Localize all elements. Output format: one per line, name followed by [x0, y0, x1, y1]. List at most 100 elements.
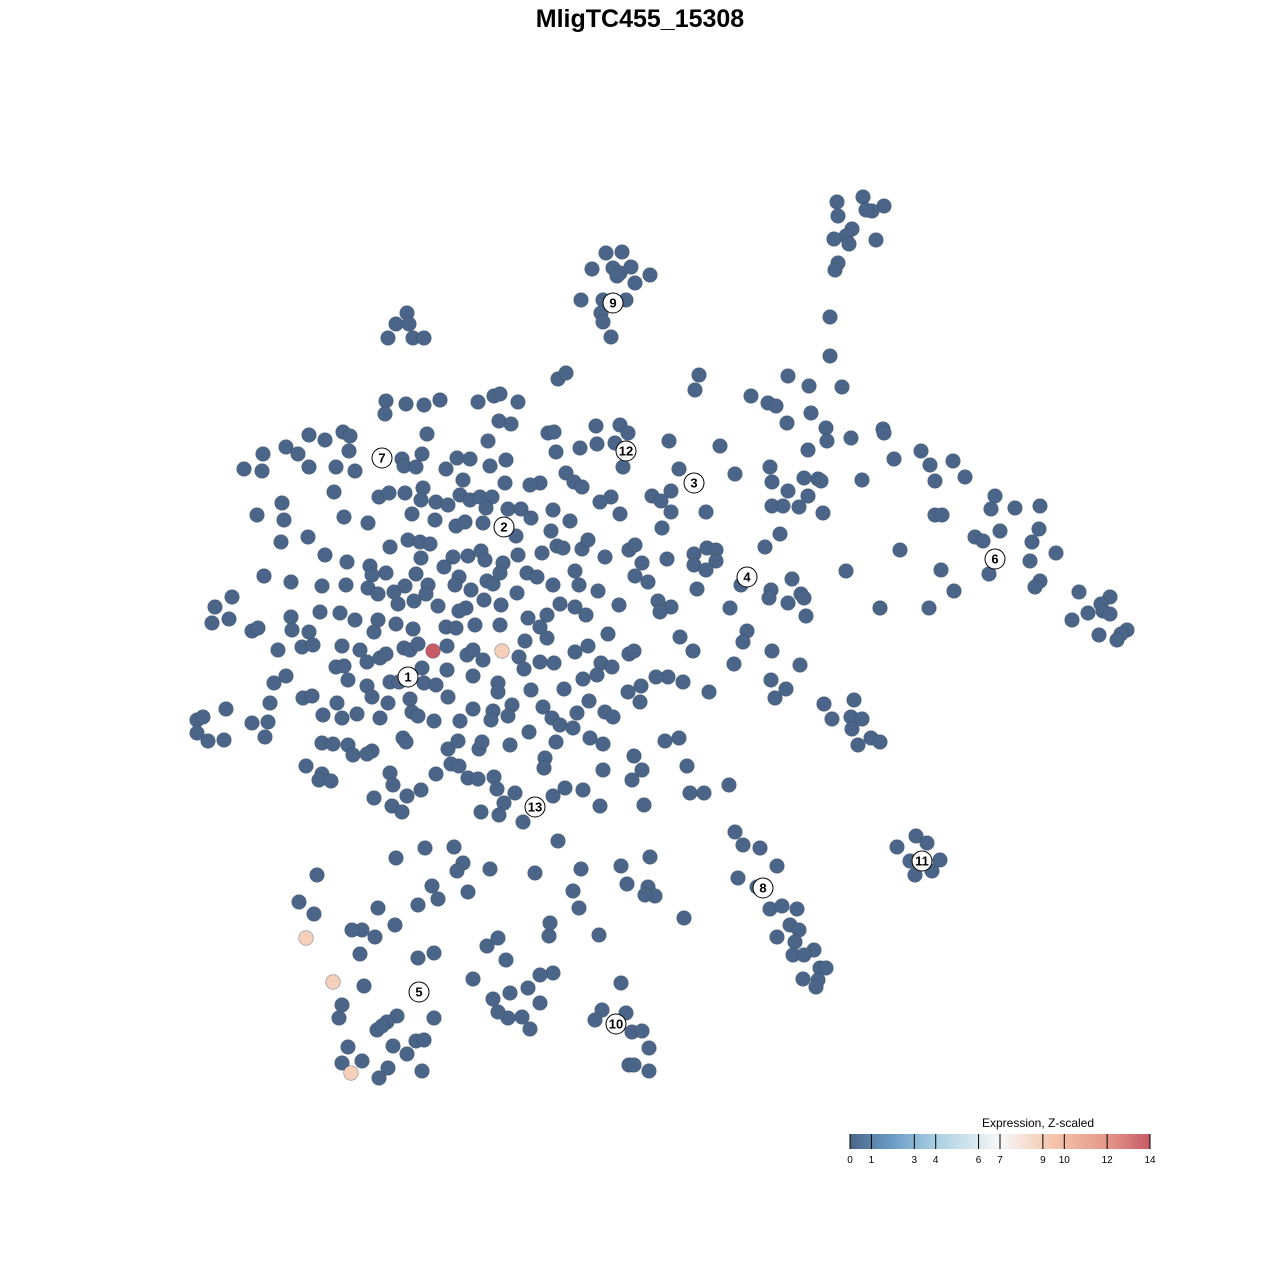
data-point [539, 607, 555, 623]
data-point [659, 551, 675, 567]
data-point [340, 672, 356, 688]
data-point [374, 1018, 390, 1034]
data-point [428, 677, 444, 693]
data-point [490, 684, 506, 700]
data-point [404, 506, 420, 522]
data-point [520, 980, 536, 996]
data-point [850, 737, 866, 753]
data-point [983, 501, 999, 517]
legend-tick-label: 6 [976, 1155, 982, 1166]
data-point [536, 760, 552, 776]
data-point [517, 633, 533, 649]
data-point [494, 643, 510, 659]
data-point [603, 329, 619, 345]
data-point [438, 461, 454, 477]
data-point [567, 563, 583, 579]
data-point [708, 553, 724, 569]
data-point [298, 758, 314, 774]
data-point [721, 777, 737, 793]
data-point [872, 600, 888, 616]
data-point [913, 443, 929, 459]
data-point [430, 891, 446, 907]
data-point [408, 566, 424, 582]
data-point [642, 267, 658, 283]
data-point [546, 655, 562, 671]
data-point [465, 642, 481, 658]
data-point [370, 586, 386, 602]
data-point [532, 654, 548, 670]
data-point [676, 910, 692, 926]
data-point [769, 929, 785, 945]
cluster-label-text: 10 [609, 1017, 623, 1032]
data-point [534, 545, 550, 561]
data-point [480, 433, 496, 449]
data-point [569, 705, 585, 721]
data-point [343, 1065, 359, 1081]
data-point [371, 1070, 387, 1086]
data-point [546, 424, 562, 440]
data-point [498, 952, 514, 968]
data-point [522, 1021, 538, 1037]
data-point [397, 485, 413, 501]
cluster-label-text: 9 [609, 296, 616, 311]
data-point [627, 568, 643, 584]
data-point [398, 734, 414, 750]
data-point [801, 378, 817, 394]
data-point [440, 689, 456, 705]
cluster-label-badge [615, 440, 637, 462]
cluster-label-badge [371, 447, 393, 469]
cluster-label-badge [911, 850, 933, 872]
cluster-label-5: 5 [408, 981, 430, 1003]
data-point [689, 581, 705, 597]
data-point [387, 917, 403, 933]
data-point [398, 396, 414, 412]
cluster-label-text: 12 [619, 444, 633, 459]
data-point [886, 451, 902, 467]
data-point [1022, 553, 1038, 569]
data-point [527, 865, 543, 881]
data-point [356, 978, 372, 994]
data-point [328, 459, 344, 475]
data-point [414, 446, 430, 462]
cluster-label-text: 11 [915, 854, 929, 869]
data-point [483, 712, 499, 728]
data-point [858, 202, 874, 218]
data-point [300, 529, 316, 545]
data-point [627, 275, 643, 291]
legend-tick-label: 3 [912, 1155, 918, 1166]
data-point [485, 991, 501, 1007]
data-point [1109, 632, 1125, 648]
data-point [513, 501, 529, 517]
data-point [532, 995, 548, 1011]
data-point [822, 309, 838, 325]
data-point [482, 458, 498, 474]
data-point [334, 638, 350, 654]
data-point [769, 858, 785, 874]
data-point [497, 475, 513, 491]
data-point [762, 459, 778, 475]
data-point [573, 861, 589, 877]
data-point [426, 945, 442, 961]
data-point [663, 504, 679, 520]
data-point [854, 711, 870, 727]
data-point [338, 577, 354, 593]
data-point [727, 466, 743, 482]
data-point [507, 785, 523, 801]
data-point [573, 292, 589, 308]
data-point [315, 707, 331, 723]
legend-tick-label: 12 [1102, 1155, 1114, 1166]
data-point [641, 1063, 657, 1079]
data-point [633, 678, 649, 694]
data-point [347, 463, 363, 479]
data-point [757, 539, 773, 555]
data-point [575, 782, 591, 798]
data-point [626, 1057, 642, 1073]
data-point [571, 900, 587, 916]
data-point [276, 512, 292, 528]
data-point [642, 849, 658, 865]
data-point [475, 515, 491, 531]
data-point [390, 596, 406, 612]
data-point [796, 590, 812, 606]
cluster-label-text: 3 [690, 476, 697, 491]
